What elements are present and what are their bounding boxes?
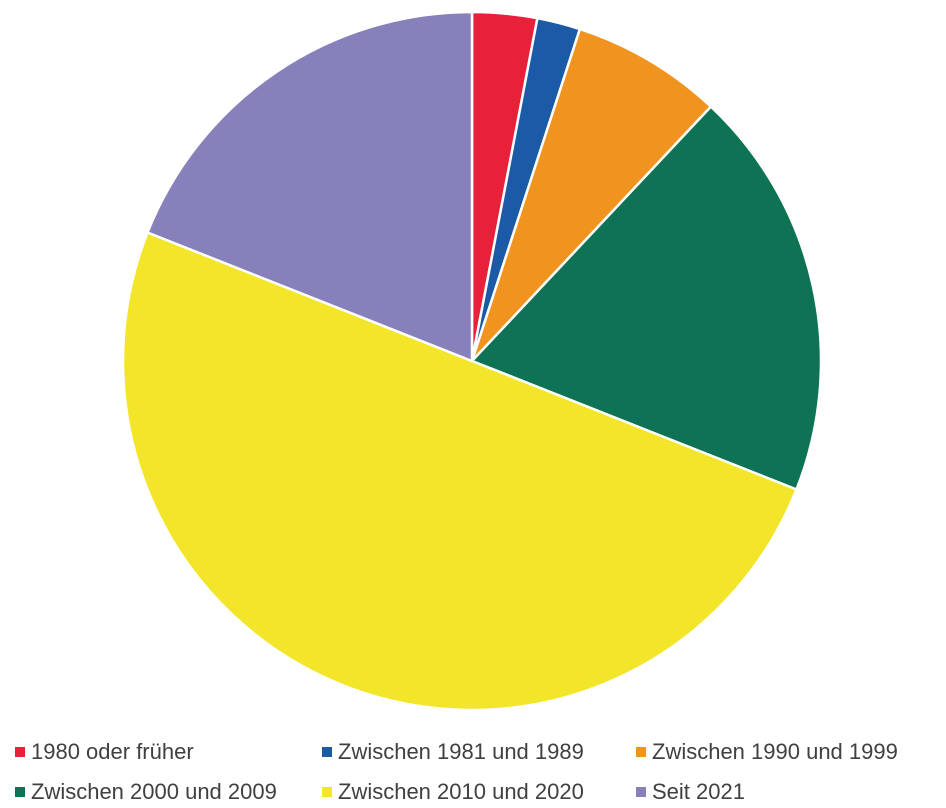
legend-label: Seit 2021 — [652, 779, 745, 804]
pie-slice — [146, 10, 474, 363]
legend-swatch — [636, 747, 646, 757]
pie — [121, 10, 823, 711]
legend-swatch — [15, 747, 25, 757]
legend-swatch — [322, 787, 332, 797]
legend-label: Zwischen 2010 und 2020 — [338, 779, 584, 804]
legend-label: Zwischen 1990 und 1999 — [652, 739, 898, 764]
legend-swatch — [322, 747, 332, 757]
legend-label: Zwischen 2000 und 2009 — [31, 779, 277, 804]
pie-slice — [470, 105, 823, 491]
legend-label: Zwischen 1981 und 1989 — [338, 739, 584, 764]
legend-swatch — [636, 787, 646, 797]
legend-swatch — [15, 787, 25, 797]
legend-label: 1980 oder früher — [31, 739, 194, 764]
pie-slice — [470, 27, 713, 363]
legend: 1980 oder früher Zwischen 1981 und 1989 Zw… — [15, 739, 898, 804]
pie-slice — [121, 231, 798, 711]
